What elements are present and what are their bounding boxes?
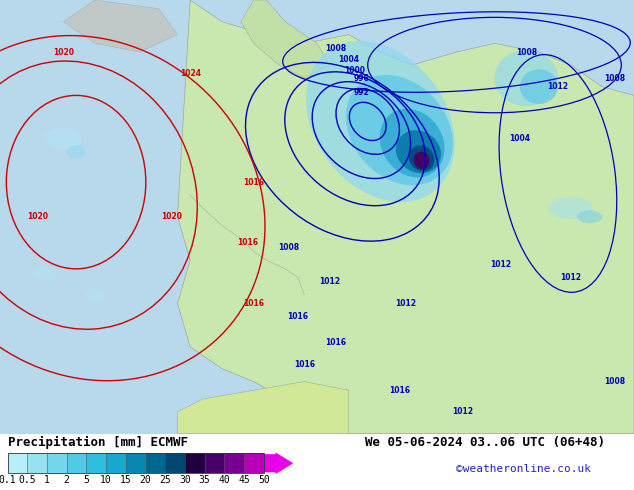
Polygon shape xyxy=(63,0,178,52)
Text: 1012: 1012 xyxy=(452,408,474,416)
Text: 1012: 1012 xyxy=(547,82,569,91)
Text: 1008: 1008 xyxy=(278,243,299,252)
Bar xyxy=(86,453,106,473)
Text: 1016: 1016 xyxy=(243,178,264,187)
Text: 1016: 1016 xyxy=(287,312,309,321)
Text: 35: 35 xyxy=(198,475,210,486)
Polygon shape xyxy=(241,0,330,78)
Text: 15: 15 xyxy=(120,475,132,486)
Text: 1008: 1008 xyxy=(325,44,347,53)
Text: 1004: 1004 xyxy=(338,55,359,64)
Text: 1012: 1012 xyxy=(560,273,581,282)
Polygon shape xyxy=(178,382,349,434)
Ellipse shape xyxy=(520,70,558,104)
Ellipse shape xyxy=(396,130,441,173)
Text: 5: 5 xyxy=(84,475,89,486)
Text: 10: 10 xyxy=(100,475,112,486)
Text: 2: 2 xyxy=(64,475,70,486)
Text: 25: 25 xyxy=(159,475,171,486)
Bar xyxy=(8,453,27,473)
Polygon shape xyxy=(178,0,634,434)
Ellipse shape xyxy=(577,210,602,223)
Bar xyxy=(47,453,67,473)
Text: 50: 50 xyxy=(258,475,269,486)
Bar xyxy=(126,453,146,473)
Text: 1012: 1012 xyxy=(395,299,417,308)
Text: 1024: 1024 xyxy=(179,69,201,78)
Text: 1016: 1016 xyxy=(325,338,347,347)
Bar xyxy=(27,453,47,473)
Text: 1008: 1008 xyxy=(604,74,626,82)
Bar xyxy=(67,453,86,473)
Text: 1020: 1020 xyxy=(160,212,182,221)
Ellipse shape xyxy=(44,128,82,149)
Bar xyxy=(165,453,185,473)
Text: 45: 45 xyxy=(238,475,250,486)
Bar xyxy=(205,453,224,473)
FancyArrow shape xyxy=(264,452,294,474)
Text: 1020: 1020 xyxy=(27,212,49,221)
Ellipse shape xyxy=(32,267,57,280)
Text: 1012: 1012 xyxy=(319,277,340,286)
Text: 1004: 1004 xyxy=(509,134,531,143)
Text: 1: 1 xyxy=(44,475,50,486)
Text: 20: 20 xyxy=(139,475,152,486)
Bar xyxy=(146,453,165,473)
Ellipse shape xyxy=(548,197,593,219)
Text: 0.5: 0.5 xyxy=(18,475,36,486)
Text: Precipitation [mm] ECMWF: Precipitation [mm] ECMWF xyxy=(8,436,188,449)
Text: 1020: 1020 xyxy=(53,48,74,56)
Ellipse shape xyxy=(409,146,434,171)
Text: 1016: 1016 xyxy=(294,360,315,369)
Bar xyxy=(185,453,205,473)
Ellipse shape xyxy=(380,109,444,177)
Bar xyxy=(244,453,264,473)
Bar xyxy=(8,453,264,473)
Bar xyxy=(224,453,244,473)
Text: We 05-06-2024 03..06 UTC (06+48): We 05-06-2024 03..06 UTC (06+48) xyxy=(365,436,605,449)
Text: 992: 992 xyxy=(354,88,369,97)
Text: 1008: 1008 xyxy=(515,48,537,56)
Ellipse shape xyxy=(346,75,453,185)
Text: 1008: 1008 xyxy=(604,377,626,386)
Bar xyxy=(106,453,126,473)
Text: ©weatheronline.co.uk: ©weatheronline.co.uk xyxy=(456,464,592,474)
Text: 996: 996 xyxy=(354,74,369,83)
Text: 40: 40 xyxy=(219,475,230,486)
Ellipse shape xyxy=(86,290,105,300)
Text: 1016: 1016 xyxy=(243,299,264,308)
Text: 0.1: 0.1 xyxy=(0,475,16,486)
Text: 1000: 1000 xyxy=(344,66,366,75)
Ellipse shape xyxy=(413,152,430,169)
Ellipse shape xyxy=(306,41,455,202)
Ellipse shape xyxy=(67,145,86,158)
Ellipse shape xyxy=(495,50,558,106)
Text: 1016: 1016 xyxy=(236,238,258,247)
Text: 30: 30 xyxy=(179,475,191,486)
Text: 1016: 1016 xyxy=(389,386,410,395)
Text: 1012: 1012 xyxy=(490,260,512,269)
